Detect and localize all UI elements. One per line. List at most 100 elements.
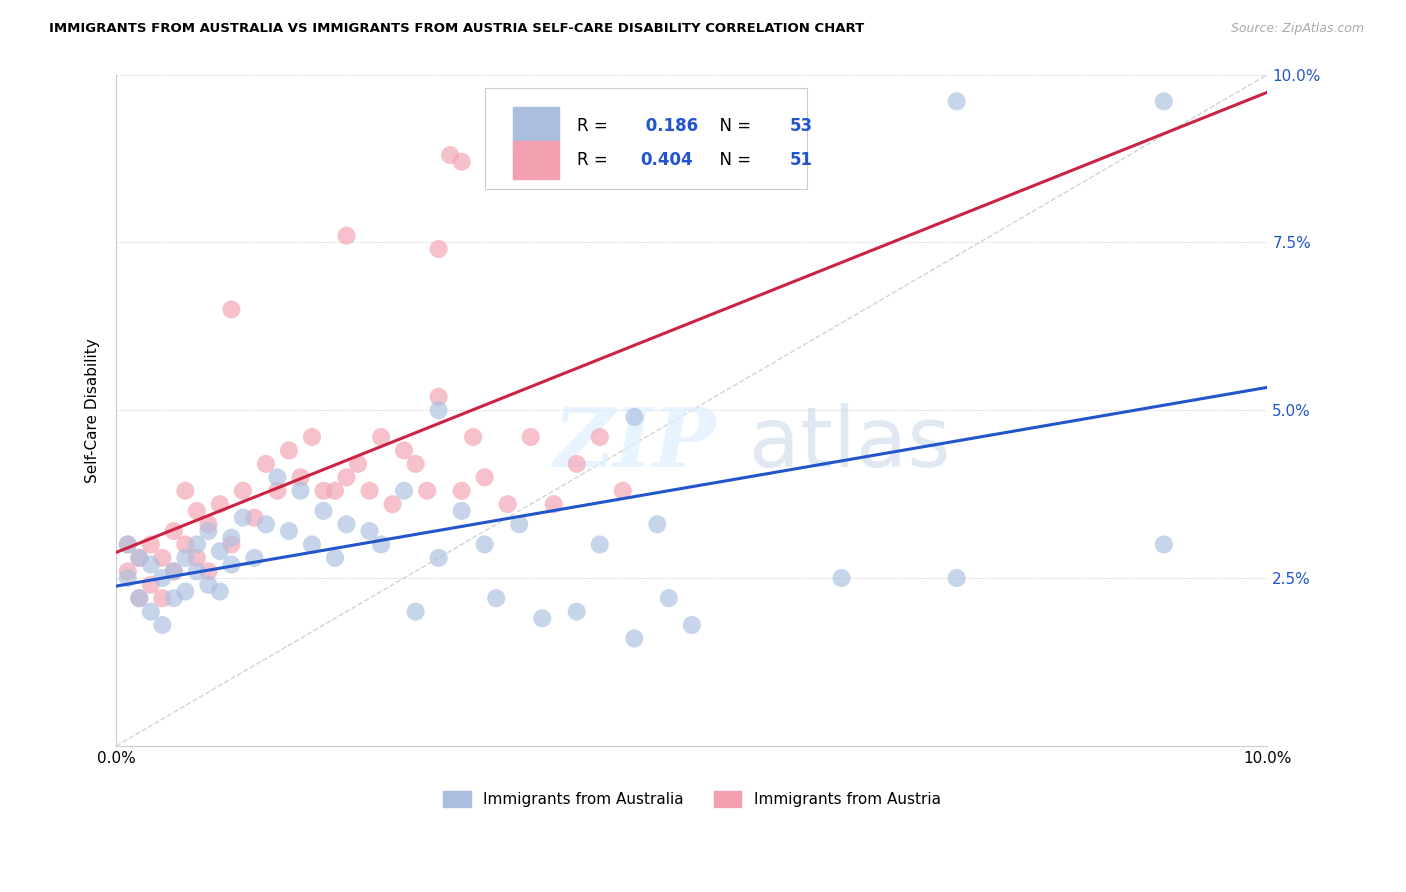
Point — [335, 470, 357, 484]
Point — [266, 470, 288, 484]
Point — [405, 605, 427, 619]
Point — [565, 457, 588, 471]
Point — [163, 591, 186, 606]
Point — [254, 517, 277, 532]
Point — [254, 457, 277, 471]
Point — [392, 483, 415, 498]
Point — [150, 571, 173, 585]
Text: IMMIGRANTS FROM AUSTRALIA VS IMMIGRANTS FROM AUSTRIA SELF-CARE DISABILITY CORREL: IMMIGRANTS FROM AUSTRALIA VS IMMIGRANTS … — [49, 22, 865, 36]
Point — [174, 550, 197, 565]
Point — [359, 524, 381, 538]
Point — [681, 618, 703, 632]
Point — [128, 550, 150, 565]
Point — [139, 578, 162, 592]
Point — [243, 510, 266, 524]
Point — [197, 517, 219, 532]
Point — [485, 591, 508, 606]
Point — [197, 578, 219, 592]
Point — [208, 584, 231, 599]
Point — [359, 483, 381, 498]
Point — [565, 605, 588, 619]
Point — [392, 443, 415, 458]
Text: R =: R = — [576, 117, 613, 136]
Point — [163, 564, 186, 578]
Point — [323, 550, 346, 565]
Point — [163, 564, 186, 578]
Point — [519, 430, 541, 444]
Point — [186, 550, 208, 565]
Point — [312, 483, 335, 498]
Point — [323, 483, 346, 498]
Point — [381, 497, 404, 511]
Point — [208, 497, 231, 511]
Point — [347, 457, 370, 471]
Point — [450, 504, 472, 518]
Point — [221, 531, 243, 545]
Text: 0.404: 0.404 — [640, 151, 693, 169]
Point — [450, 483, 472, 498]
Point — [128, 550, 150, 565]
Point — [427, 403, 450, 417]
Point — [474, 470, 496, 484]
Point — [163, 524, 186, 538]
Point — [232, 510, 254, 524]
Point — [117, 571, 139, 585]
Point — [531, 611, 554, 625]
Point — [831, 571, 853, 585]
Point — [427, 242, 450, 256]
Point — [370, 537, 392, 551]
Point — [623, 632, 645, 646]
Point — [117, 564, 139, 578]
Point — [117, 537, 139, 551]
Point — [301, 537, 323, 551]
Point — [186, 537, 208, 551]
Legend: Immigrants from Australia, Immigrants from Austria: Immigrants from Australia, Immigrants fr… — [437, 785, 946, 813]
Point — [945, 571, 967, 585]
Point — [1153, 95, 1175, 109]
Point — [474, 537, 496, 551]
Text: N =: N = — [709, 151, 756, 169]
Point — [335, 517, 357, 532]
Point — [197, 524, 219, 538]
Point — [197, 564, 219, 578]
Point — [335, 228, 357, 243]
Point — [150, 618, 173, 632]
Point — [623, 409, 645, 424]
Point — [290, 470, 312, 484]
Point — [221, 302, 243, 317]
Point — [290, 483, 312, 498]
Point — [658, 591, 681, 606]
Text: N =: N = — [709, 117, 756, 136]
Point — [450, 154, 472, 169]
Point — [589, 430, 612, 444]
Bar — [513, 141, 560, 178]
Point — [508, 517, 530, 532]
FancyBboxPatch shape — [485, 88, 807, 188]
Point — [174, 537, 197, 551]
Point — [439, 148, 461, 162]
Point — [278, 524, 301, 538]
Bar — [513, 107, 560, 145]
Point — [150, 591, 173, 606]
Point — [945, 95, 967, 109]
Y-axis label: Self-Care Disability: Self-Care Disability — [86, 338, 100, 483]
Point — [1153, 537, 1175, 551]
Point — [232, 483, 254, 498]
Text: ZIP: ZIP — [554, 404, 716, 483]
Point — [117, 537, 139, 551]
Point — [589, 148, 612, 162]
Text: 51: 51 — [790, 151, 813, 169]
Point — [139, 558, 162, 572]
Point — [589, 537, 612, 551]
Point — [647, 517, 669, 532]
Point — [186, 564, 208, 578]
Text: atlas: atlas — [749, 403, 952, 484]
Point — [612, 483, 634, 498]
Point — [266, 483, 288, 498]
Point — [427, 390, 450, 404]
Point — [243, 550, 266, 565]
Point — [312, 504, 335, 518]
Point — [128, 591, 150, 606]
Point — [463, 430, 485, 444]
Point — [543, 497, 565, 511]
